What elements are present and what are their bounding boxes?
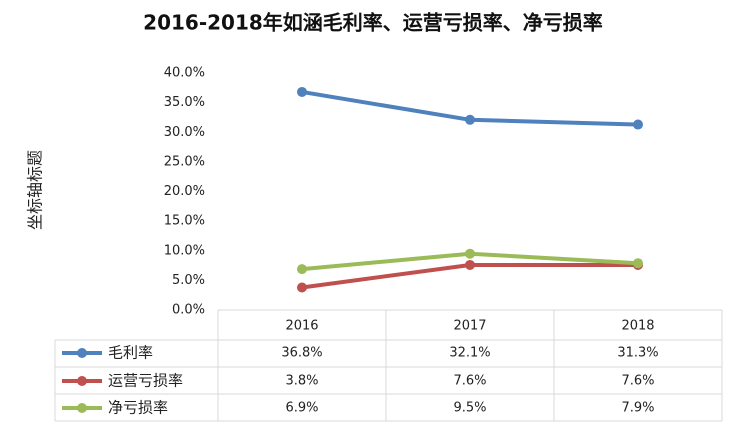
point: [633, 119, 643, 130]
y-tick-label: 20.0%: [164, 184, 205, 199]
y-tick-label: 10.0%: [164, 243, 205, 258]
table-cell: 32.1%: [449, 346, 490, 361]
y-tick-label: 15.0%: [164, 214, 205, 229]
y-tick-label: 0.0%: [172, 303, 205, 318]
point: [297, 264, 307, 275]
point: [633, 258, 643, 269]
point: [465, 248, 475, 259]
x-tick-label: 2018: [621, 319, 654, 334]
point: [297, 86, 307, 97]
x-tick-label: 2017: [453, 319, 486, 334]
table-cell: 6.9%: [285, 401, 318, 416]
point: [465, 259, 475, 270]
table-cell: 9.5%: [453, 401, 486, 416]
y-tick-label: 5.0%: [172, 273, 205, 288]
point: [465, 114, 475, 125]
table-cell: 3.8%: [285, 374, 318, 389]
y-tick-label: 40.0%: [164, 66, 205, 81]
y-tick-label: 25.0%: [164, 154, 205, 169]
legend-marker: [77, 376, 87, 386]
x-tick-label: 2016: [285, 319, 318, 334]
y-tick-label: 30.0%: [164, 125, 205, 140]
legend-marker: [77, 348, 87, 358]
legend-marker: [77, 403, 87, 413]
point: [297, 282, 307, 293]
table-cell: 7.9%: [621, 401, 654, 416]
y-tick-label: 35.0%: [164, 95, 205, 110]
legend-label: 运营亏损率: [108, 372, 183, 390]
table-cell: 36.8%: [281, 346, 322, 361]
legend-label: 净亏损率: [108, 399, 168, 417]
legend-label: 毛利率: [108, 344, 153, 362]
y-axis-title: 坐标轴标题: [26, 150, 45, 230]
table-cell: 7.6%: [621, 374, 654, 389]
table-cell: 31.3%: [617, 346, 658, 361]
table-cell: 7.6%: [453, 374, 486, 389]
chart-title: 2016-2018年如涵毛利率、运营亏损率、净亏损率: [143, 11, 603, 35]
